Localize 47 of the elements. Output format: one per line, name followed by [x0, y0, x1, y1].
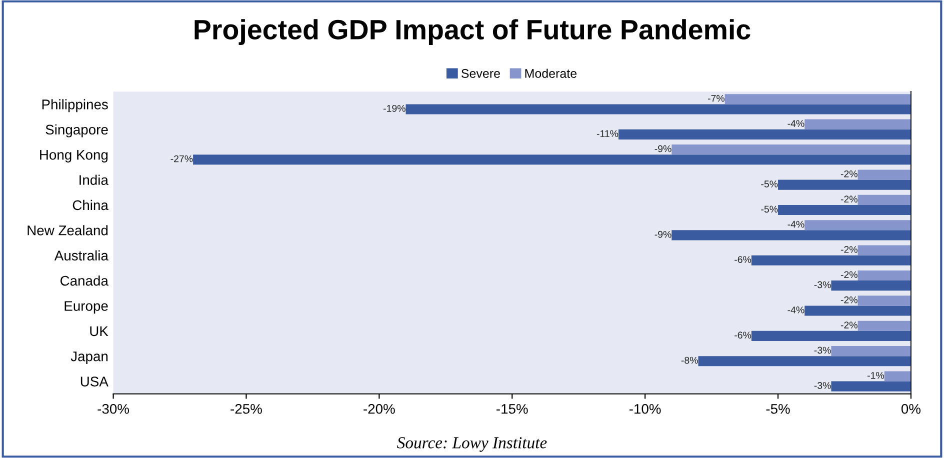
data-label: -5% — [761, 180, 778, 188]
data-label: -4% — [788, 120, 804, 127]
data-label: -6% — [734, 256, 752, 263]
data-label: -5% — [761, 206, 778, 213]
y-tick-label: Europe — [64, 301, 108, 314]
y-tick-label: Canada — [60, 275, 108, 286]
y-tick-label: Singapore — [46, 124, 108, 138]
data-label: -6% — [734, 332, 752, 339]
data-label: -27% — [170, 155, 193, 162]
data-label: -3% — [814, 281, 831, 288]
data-label: -4% — [788, 306, 804, 314]
x-tick-label: -10% — [629, 404, 661, 414]
data-label: -2% — [840, 196, 858, 202]
data-label: -7% — [708, 94, 724, 102]
data-label: -2% — [840, 271, 858, 278]
x-tick-label: -30% — [98, 404, 129, 414]
data-label: -9% — [654, 145, 672, 152]
y-tick-label: Philippines — [42, 99, 108, 112]
data-label: -2% — [840, 246, 858, 253]
data-label: -2% — [840, 296, 858, 304]
data-label: -4% — [788, 220, 804, 228]
chart-title: Projected GDP Impact of Future Pandemic — [194, 19, 750, 46]
data-label: -3% — [814, 346, 831, 354]
data-label: -3% — [814, 382, 831, 389]
y-tick-label: New Zealand — [28, 225, 108, 236]
y-tick-label: UK — [90, 326, 108, 336]
y-tick-label: India — [80, 174, 108, 185]
x-tick-label: -5% — [766, 404, 790, 414]
data-label: -19% — [384, 104, 406, 112]
data-label: -8% — [681, 356, 698, 364]
data-label: -2% — [840, 170, 858, 178]
legend-label: Severe — [461, 69, 500, 78]
data-label: -2% — [840, 322, 858, 328]
legend-label: Moderate — [525, 68, 577, 78]
x-tick-label: -20% — [364, 404, 395, 414]
y-tick-label: Hong Kong — [40, 150, 108, 162]
source-note: Source: Lowy Institute — [397, 437, 547, 452]
data-label: -1% — [868, 372, 884, 379]
y-tick-label: Australia — [54, 250, 108, 261]
data-label: -9% — [654, 230, 672, 238]
y-tick-label: Japan — [70, 352, 108, 364]
x-tick-label: -15% — [496, 404, 528, 414]
x-tick-label: -25% — [230, 404, 262, 414]
data-label: -11% — [596, 130, 618, 137]
x-tick-label: 0% — [901, 404, 921, 414]
y-tick-label: USA — [80, 376, 108, 386]
y-tick-label: China — [72, 200, 108, 210]
